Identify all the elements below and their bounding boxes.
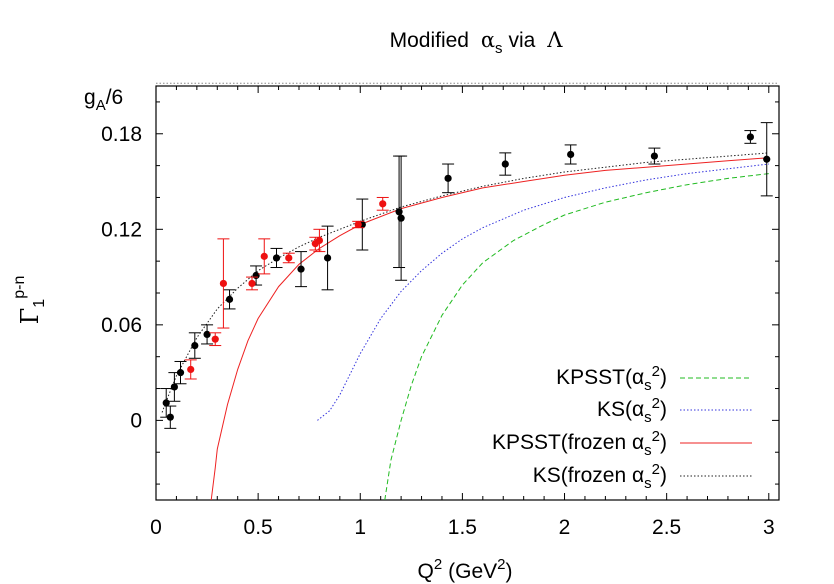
ref-label-post: /6 xyxy=(106,86,124,109)
legend-label-ks: KS(αs2) xyxy=(597,395,667,426)
chart-title: Modified αs via Λ xyxy=(390,28,564,57)
plot-frame xyxy=(155,85,780,501)
legend: KPSST(αs2) KS(αs2) KPSST(frozen αs2) KS(… xyxy=(492,363,752,492)
title-alpha-sub: s xyxy=(495,40,503,57)
x-tick-label: 3 xyxy=(763,516,775,539)
data-black-point xyxy=(166,413,174,421)
data-red-point xyxy=(219,279,228,288)
xlabel-main: Q xyxy=(417,560,433,583)
data-black-point xyxy=(225,295,234,303)
data-black-point xyxy=(444,174,452,182)
data-red-point xyxy=(315,236,324,245)
x-tick-label: 0 xyxy=(150,516,162,539)
x-tick-label: 2.5 xyxy=(652,516,681,539)
data-black-point xyxy=(162,399,170,407)
ylabel-sub: 1 xyxy=(31,299,48,308)
title-alpha: α xyxy=(481,28,495,52)
legend-label-kpsst-frozen: KPSST(frozen αs2) xyxy=(492,428,667,459)
y-tick-label: 0.12 xyxy=(101,218,142,241)
data-black-point xyxy=(191,341,199,350)
y-axis-title: Γ1p-n xyxy=(11,276,48,325)
ref-label-sub: A xyxy=(96,97,106,114)
y-tick-label: 0 xyxy=(130,409,142,432)
data-black-point xyxy=(203,330,211,338)
ref-label-main: g xyxy=(84,86,96,109)
data-black-point xyxy=(501,160,509,168)
xlabel-unit-pre: (GeV xyxy=(448,560,497,583)
data-black-point xyxy=(252,271,260,280)
data-black-point xyxy=(297,265,305,273)
title-via: via xyxy=(509,29,536,52)
data-black-point xyxy=(170,383,178,391)
title-lambda: Λ xyxy=(546,28,563,52)
data-black-point xyxy=(323,254,332,262)
y-tick-label: 0.06 xyxy=(101,314,142,337)
xlabel-unit-sup: 2 xyxy=(497,556,505,573)
ref-line-label: gA/6 xyxy=(84,86,123,114)
data-red-point xyxy=(354,220,362,229)
data-black-point xyxy=(397,214,405,222)
data-red-point xyxy=(379,200,387,208)
series-kpsst-curve xyxy=(384,173,769,500)
series-ks-curve xyxy=(317,163,769,421)
x-axis-title: Q2 (GeV2) xyxy=(417,556,512,583)
xlabel-unit-post: ) xyxy=(506,560,513,583)
data-red-point xyxy=(260,252,268,260)
x-tick-label: 2 xyxy=(559,516,571,539)
y-tick-label: 0.18 xyxy=(101,123,142,146)
ylabel-sup: p-n xyxy=(11,276,28,299)
x-tick-label: 0.5 xyxy=(244,516,273,539)
title-prefix: Modified xyxy=(390,29,469,52)
data-red-point xyxy=(248,279,256,288)
legend-label-kpsst: KPSST(αs2) xyxy=(556,363,667,394)
data-black-point xyxy=(746,133,755,141)
data-black-point xyxy=(567,150,575,159)
data-black-point xyxy=(763,155,771,163)
xlabel-sup: 2 xyxy=(434,556,442,573)
data-black-point xyxy=(176,369,185,377)
data-red-point xyxy=(187,365,195,374)
x-tick-label: 1.5 xyxy=(448,516,477,539)
data-black-point xyxy=(650,152,659,160)
data-red-point xyxy=(211,335,219,343)
series-kpsst-frozen-curve xyxy=(210,157,769,500)
data-red-point xyxy=(285,254,293,262)
legend-label-ks-frozen: KS(frozen αs2) xyxy=(533,461,667,492)
x-tick-label: 1 xyxy=(354,516,366,539)
ylabel-gamma: Γ xyxy=(16,308,44,325)
data-black-point xyxy=(272,254,281,262)
